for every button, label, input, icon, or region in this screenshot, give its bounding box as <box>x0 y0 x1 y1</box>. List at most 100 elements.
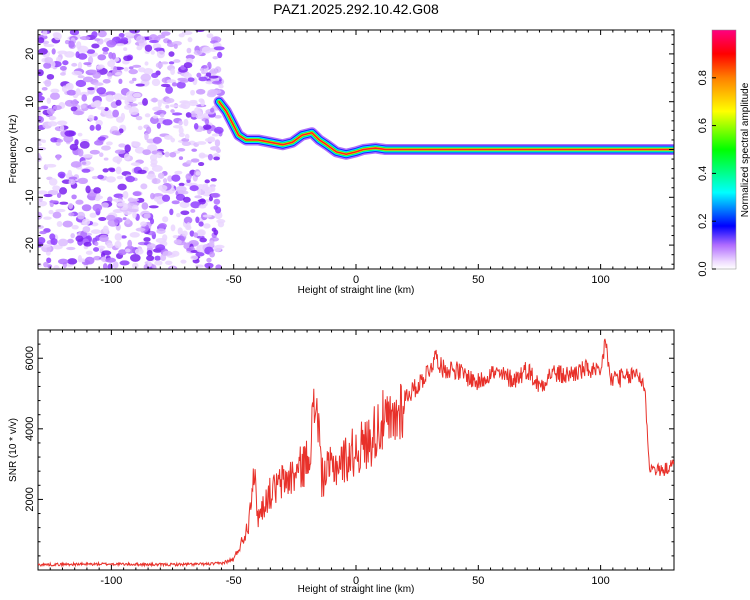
noise-blob <box>210 89 222 94</box>
noise-blob <box>176 81 186 89</box>
noise-blob <box>38 190 48 195</box>
noise-blob <box>52 244 63 250</box>
snr-ticks: -100 -50 0 50 100 2000 4000 6000 <box>24 329 674 587</box>
noise-blob <box>128 66 134 70</box>
noise-blob <box>205 72 212 77</box>
noise-blob <box>186 222 191 229</box>
noise-blob <box>85 250 93 255</box>
noise-blob <box>137 125 143 131</box>
colorbar-gradient <box>711 29 737 270</box>
noise-blob <box>44 57 54 64</box>
noise-blob <box>183 216 193 224</box>
noise-blob <box>57 50 68 55</box>
colorbar-tick-label: 0.2 <box>697 214 709 229</box>
noise-blob <box>121 96 128 101</box>
noise-blob <box>134 248 144 255</box>
noise-blob <box>112 156 123 163</box>
noise-blob <box>172 125 183 129</box>
noise-blob <box>76 41 82 50</box>
snr-ylabel: SNR (10 * v/v) <box>8 418 19 482</box>
noise-blob <box>177 148 186 152</box>
noise-blob <box>97 54 107 61</box>
noise-blob <box>114 240 122 249</box>
noise-blob <box>177 227 183 235</box>
noise-blob <box>122 190 129 199</box>
noise-blob <box>151 72 159 79</box>
noise-blob <box>203 223 211 229</box>
noise-blob <box>211 133 220 137</box>
noise-blob <box>67 258 78 265</box>
noise-blob <box>144 132 149 141</box>
spec-ytick-label: -20 <box>24 237 36 253</box>
noise-blob <box>76 211 86 220</box>
noise-blob <box>190 158 200 163</box>
noise-blob <box>57 258 69 265</box>
noise-blob <box>217 51 223 59</box>
noise-blob <box>147 261 152 268</box>
noise-blob <box>67 169 72 176</box>
noise-blob <box>83 241 92 247</box>
noise-blob <box>153 47 165 51</box>
noise-blob <box>132 210 137 219</box>
noise-blob <box>108 51 114 59</box>
noise-blob <box>38 91 43 97</box>
snr-ytick-label: 2000 <box>24 487 36 511</box>
noise-blob <box>198 76 208 82</box>
noise-blob <box>119 260 130 266</box>
noise-blob <box>152 136 162 144</box>
noise-blob <box>146 255 155 262</box>
noise-blob <box>183 62 193 69</box>
noise-blob <box>130 253 141 262</box>
noise-blob <box>209 240 215 248</box>
colorbar-label: Normalized spectral amplitude <box>740 82 750 217</box>
noise-blob <box>198 204 207 209</box>
noise-blob <box>66 246 76 251</box>
noise-blob <box>70 161 82 168</box>
noise-blob <box>56 139 64 143</box>
noise-blob <box>214 139 221 147</box>
noise-blob <box>150 192 155 200</box>
noise-blob <box>77 75 85 79</box>
noise-blob <box>181 230 188 237</box>
noise-blob <box>112 109 120 118</box>
spec-xtick-label: 50 <box>472 274 484 286</box>
noise-blob <box>110 125 119 132</box>
noise-blob <box>84 256 95 265</box>
noise-blob <box>155 62 164 69</box>
noise-blob <box>124 98 130 106</box>
noise-blob <box>68 176 78 180</box>
noise-blob <box>213 198 221 205</box>
noise-blob <box>48 178 58 186</box>
noise-blob <box>145 126 152 135</box>
noise-blob <box>196 245 201 252</box>
noise-blob <box>137 169 147 174</box>
noise-blob <box>75 199 84 205</box>
noise-blob <box>155 244 166 251</box>
noise-blob <box>122 217 127 221</box>
noise-blob <box>171 250 180 257</box>
noise-blob <box>173 59 181 63</box>
noise-blob <box>38 106 44 111</box>
noise-blob <box>96 65 104 70</box>
noise-blob <box>101 250 112 256</box>
noise-blob <box>102 168 109 173</box>
spec-xtick-label: -100 <box>100 274 122 286</box>
noise-blob <box>169 208 174 216</box>
noise-blob <box>146 243 156 249</box>
noise-blob <box>173 43 178 49</box>
noise-blob <box>53 265 60 269</box>
noise-blob <box>60 72 66 76</box>
noise-blob <box>38 37 45 44</box>
noise-blob <box>207 136 216 142</box>
noise-blob <box>180 210 190 216</box>
noise-blob <box>82 226 91 233</box>
noise-blob <box>142 98 148 106</box>
noise-blob <box>106 72 113 77</box>
noise-blob <box>41 86 48 91</box>
noise-blob <box>75 79 87 88</box>
noise-blob <box>207 153 213 161</box>
noise-blob <box>195 171 201 176</box>
noise-blob <box>157 184 168 191</box>
noise-blob <box>38 142 42 147</box>
